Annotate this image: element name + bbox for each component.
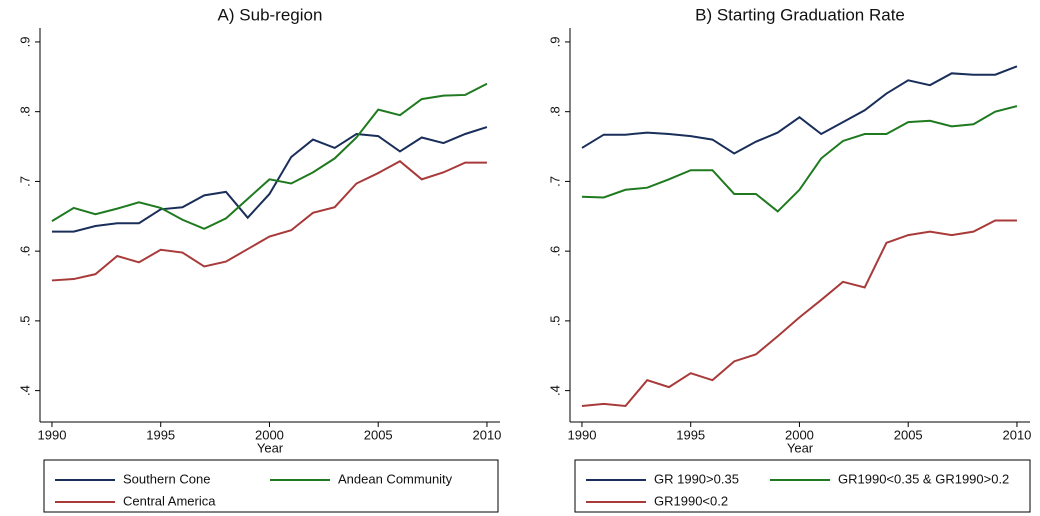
series-line (51, 82, 488, 230)
y-tick-label: .5 (17, 315, 32, 326)
series-line (581, 65, 1018, 155)
chart-title: B) Starting Graduation Rate (695, 5, 905, 24)
series-line (51, 126, 488, 233)
y-tick-label: .4 (17, 385, 32, 396)
y-tick-label: .4 (547, 385, 562, 396)
x-axis-label: Year (257, 440, 284, 455)
y-tick-label: .8 (547, 106, 562, 117)
y-tick-label: .5 (547, 315, 562, 326)
chart-title: A) Sub-region (218, 5, 323, 24)
legend-label: GR1990<0.35 & GR1990>0.2 (838, 471, 1009, 486)
x-tick-label: 1990 (568, 427, 597, 442)
x-tick-label: 2010 (472, 427, 501, 442)
x-tick-label: 1990 (38, 427, 67, 442)
x-tick-label: 2000 (785, 427, 814, 442)
series-line (51, 159, 487, 282)
x-tick-label: 1995 (676, 427, 705, 442)
y-tick-label: .6 (547, 246, 562, 257)
series-line (581, 219, 1017, 408)
y-tick-label: .6 (17, 246, 32, 257)
y-tick-label: .7 (17, 176, 32, 187)
legend-label: Southern Cone (123, 471, 210, 486)
y-tick-label: .9 (547, 37, 562, 48)
legend-label: Andean Community (338, 471, 453, 486)
y-tick-label: .7 (547, 176, 562, 187)
legend-label: Central America (123, 493, 216, 508)
legend-box (43, 459, 499, 513)
series-line (581, 105, 1018, 213)
x-axis-label: Year (787, 440, 814, 455)
x-tick-label: 2000 (255, 427, 284, 442)
x-tick-label: 2010 (1002, 427, 1031, 442)
y-tick-label: .8 (17, 106, 32, 117)
x-tick-label: 2005 (364, 427, 393, 442)
y-tick-label: .9 (17, 37, 32, 48)
legend-box (574, 459, 1031, 513)
legend-label: GR 1990>0.35 (654, 471, 739, 486)
legend-label: GR1990<0.2 (654, 493, 728, 508)
x-tick-label: 1995 (146, 427, 175, 442)
x-tick-label: 2005 (894, 427, 923, 442)
